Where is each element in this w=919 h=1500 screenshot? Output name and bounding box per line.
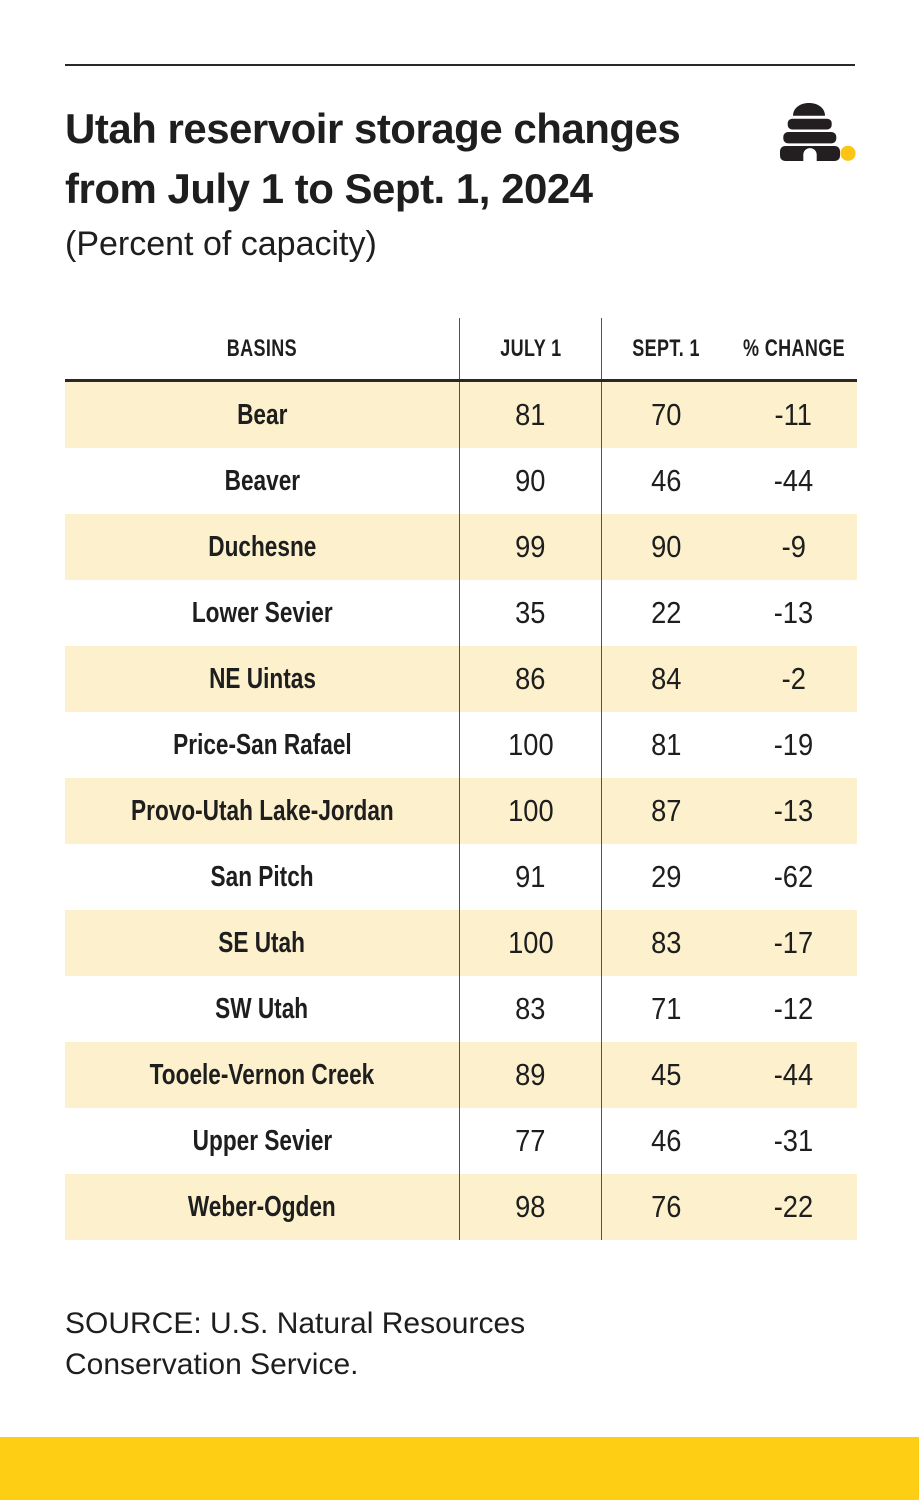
- table-row: Beaver 90 46 -44: [65, 448, 857, 514]
- table-row: SE Utah 100 83 -17: [65, 910, 857, 976]
- column-header-basins: BASINS: [226, 334, 298, 362]
- july1-cell: 100: [459, 712, 602, 778]
- july1-cell: 99: [459, 514, 602, 580]
- sept1-cell: 46: [650, 463, 682, 498]
- table-row: Bear 81 70 -11: [65, 382, 857, 448]
- reservoir-table: BASINS JULY 1 SEPT. 1 % CHANGE Bear 81 70 -…: [65, 318, 857, 1240]
- table-body: Bear 81 70 -11 Beaver 90 46 -44 Duchesne 99 90 -9 Lo…: [65, 382, 857, 1240]
- sept1-cell: 45: [650, 1057, 682, 1092]
- change-cell: -44: [773, 463, 814, 498]
- july1-cell: 91: [459, 844, 602, 910]
- sept1-cell: 71: [650, 991, 682, 1026]
- column-header-sept1: SEPT. 1: [632, 334, 700, 362]
- table-row: Provo-Utah Lake-Jordan 100 87 -13: [65, 778, 857, 844]
- sept1-cell: 46: [650, 1123, 682, 1158]
- column-header-july1: JULY 1: [459, 318, 602, 379]
- july1-cell: 81: [459, 382, 602, 448]
- table-row: SW Utah 83 71 -12: [65, 976, 857, 1042]
- table-header-row: BASINS JULY 1 SEPT. 1 % CHANGE: [65, 318, 857, 382]
- change-cell: -2: [781, 661, 806, 696]
- july1-cell: 35: [459, 580, 602, 646]
- column-header-pct-change: % CHANGE: [742, 334, 845, 362]
- sept1-cell: 83: [650, 925, 682, 960]
- july1-cell: 86: [459, 646, 602, 712]
- change-cell: -19: [773, 727, 814, 762]
- july1-cell: 89: [459, 1042, 602, 1108]
- sept1-cell: 90: [650, 529, 682, 564]
- sept1-cell: 70: [650, 397, 682, 432]
- source-line-1: SOURCE: U.S. Natural Resources: [65, 1307, 526, 1340]
- basin-cell: Weber-Ogden: [188, 1190, 336, 1223]
- july1-cell: 90: [459, 448, 602, 514]
- bottom-accent-bar: [0, 1437, 919, 1500]
- top-divider-rule: [65, 64, 855, 66]
- basin-cell: Upper Sevier: [192, 1124, 332, 1157]
- sept1-cell: 76: [650, 1189, 682, 1224]
- table-row: Price-San Rafael 100 81 -19: [65, 712, 857, 778]
- change-cell: -9: [781, 529, 806, 564]
- sept1-cell: 84: [650, 661, 682, 696]
- change-cell: -17: [773, 925, 814, 960]
- basin-cell: Beaver: [224, 464, 300, 497]
- basin-cell: Price-San Rafael: [172, 728, 352, 761]
- page-title: Utah reservoir storage changes from July…: [65, 99, 765, 219]
- change-cell: -22: [773, 1189, 814, 1224]
- july1-cell: 98: [459, 1174, 602, 1240]
- change-cell: -12: [773, 991, 814, 1026]
- change-cell: -44: [773, 1057, 814, 1092]
- title-line-1: Utah reservoir storage changes: [65, 105, 681, 152]
- change-cell: -11: [774, 397, 813, 432]
- basin-cell: Provo-Utah Lake-Jordan: [130, 794, 394, 827]
- table-row: San Pitch 91 29 -62: [65, 844, 857, 910]
- basin-cell: Bear: [236, 398, 288, 431]
- change-cell: -62: [773, 859, 814, 894]
- sept1-cell: 87: [650, 793, 682, 828]
- basin-cell: Lower Sevier: [191, 596, 333, 629]
- basin-cell: NE Uintas: [208, 662, 316, 695]
- change-cell: -31: [773, 1123, 814, 1158]
- table-row: NE Uintas 86 84 -2: [65, 646, 857, 712]
- source-note: SOURCE: U.S. Natural Resources Conservat…: [65, 1303, 525, 1385]
- sept1-cell: 22: [650, 595, 682, 630]
- table-row: Weber-Ogden 98 76 -22: [65, 1174, 857, 1240]
- basin-cell: Duchesne: [207, 530, 317, 563]
- july1-cell: 83: [459, 976, 602, 1042]
- table-row: Upper Sevier 77 46 -31: [65, 1108, 857, 1174]
- july1-cell: 100: [459, 778, 602, 844]
- july1-cell: 100: [459, 910, 602, 976]
- july1-cell: 77: [459, 1108, 602, 1174]
- title-line-2: from July 1 to Sept. 1, 2024: [65, 165, 593, 212]
- sept1-cell: 29: [650, 859, 682, 894]
- change-cell: -13: [773, 595, 814, 630]
- basin-cell: San Pitch: [210, 860, 314, 893]
- basin-cell: SW Utah: [215, 992, 309, 1025]
- beehive-logo-icon: [780, 103, 856, 161]
- basin-cell: Tooele-Vernon Creek: [149, 1058, 375, 1091]
- basin-cell: SE Utah: [218, 926, 306, 959]
- change-cell: -13: [773, 793, 814, 828]
- table-row: Lower Sevier 35 22 -13: [65, 580, 857, 646]
- table-row: Tooele-Vernon Creek 89 45 -44: [65, 1042, 857, 1108]
- subtitle: (Percent of capacity): [65, 225, 377, 263]
- sept1-cell: 81: [650, 727, 682, 762]
- table-row: Duchesne 99 90 -9: [65, 514, 857, 580]
- source-line-2: Conservation Service.: [65, 1348, 359, 1381]
